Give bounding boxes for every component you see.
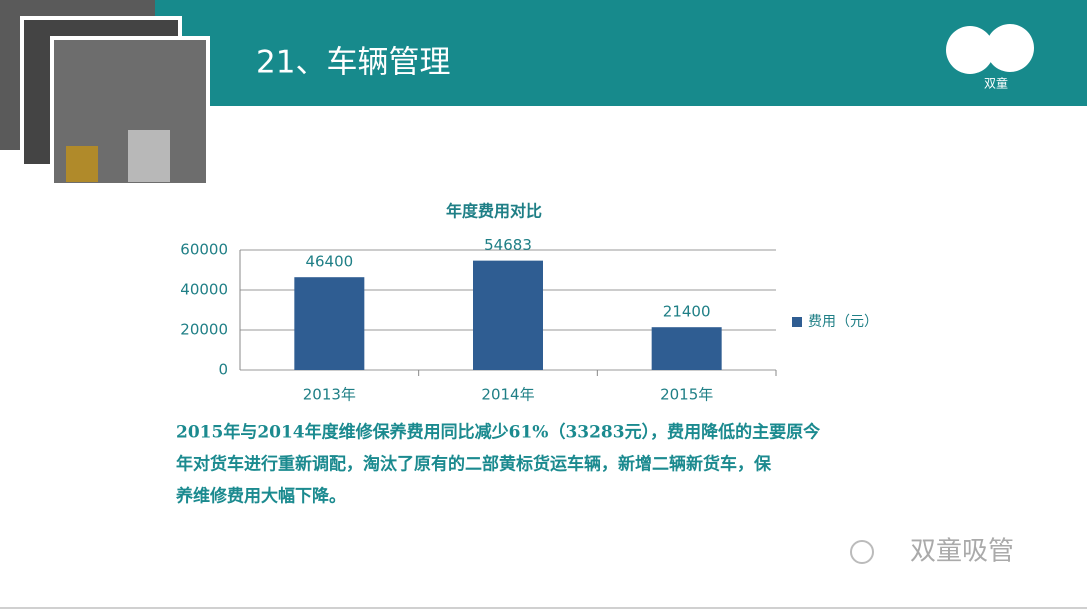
bottom-line bbox=[0, 607, 1087, 609]
value-label: 46400 bbox=[305, 253, 353, 271]
legend-swatch bbox=[792, 317, 802, 327]
y-tick-label: 60000 bbox=[180, 241, 228, 259]
value-label: 21400 bbox=[663, 303, 711, 321]
paragraph: 2015年与2014年度维修保养费用同比减少61%（33283元），费用降低的主… bbox=[175, 422, 820, 507]
photo-cup bbox=[128, 130, 170, 182]
value-label: 54683 bbox=[484, 236, 532, 254]
photo-glass bbox=[66, 146, 98, 182]
watermark: 双童吸管 bbox=[910, 537, 1014, 567]
paragraph-line: 年对货车进行重新调配，淘汰了原有的二部黄标货运车辆，新增二辆新货车，保 bbox=[176, 454, 772, 475]
watermark-icon bbox=[850, 540, 874, 564]
bar bbox=[294, 277, 365, 370]
x-tick-label: 2013年 bbox=[303, 386, 356, 404]
y-tick-label: 0 bbox=[218, 361, 228, 379]
bar bbox=[651, 327, 722, 370]
bar bbox=[473, 260, 543, 370]
x-tick-label: 2014年 bbox=[481, 386, 534, 404]
y-tick-label: 40000 bbox=[180, 281, 228, 299]
paragraph-line: 2015年与2014年度维修保养费用同比减少61%（33283元），费用降低的主… bbox=[176, 422, 820, 443]
logo-face bbox=[986, 24, 1034, 72]
legend-label: 费用（元） bbox=[808, 314, 878, 330]
header-bar bbox=[155, 0, 1087, 106]
logo-face bbox=[946, 26, 994, 74]
y-tick-label: 20000 bbox=[180, 321, 228, 339]
chart-title: 年度费用对比 bbox=[446, 202, 542, 221]
paragraph-line: 养维修费用大幅下降。 bbox=[175, 486, 346, 507]
slide-heading: 21、车辆管理 bbox=[256, 45, 450, 81]
x-tick-label: 2015年 bbox=[660, 386, 713, 404]
logo-text: 双童 bbox=[984, 76, 1008, 91]
